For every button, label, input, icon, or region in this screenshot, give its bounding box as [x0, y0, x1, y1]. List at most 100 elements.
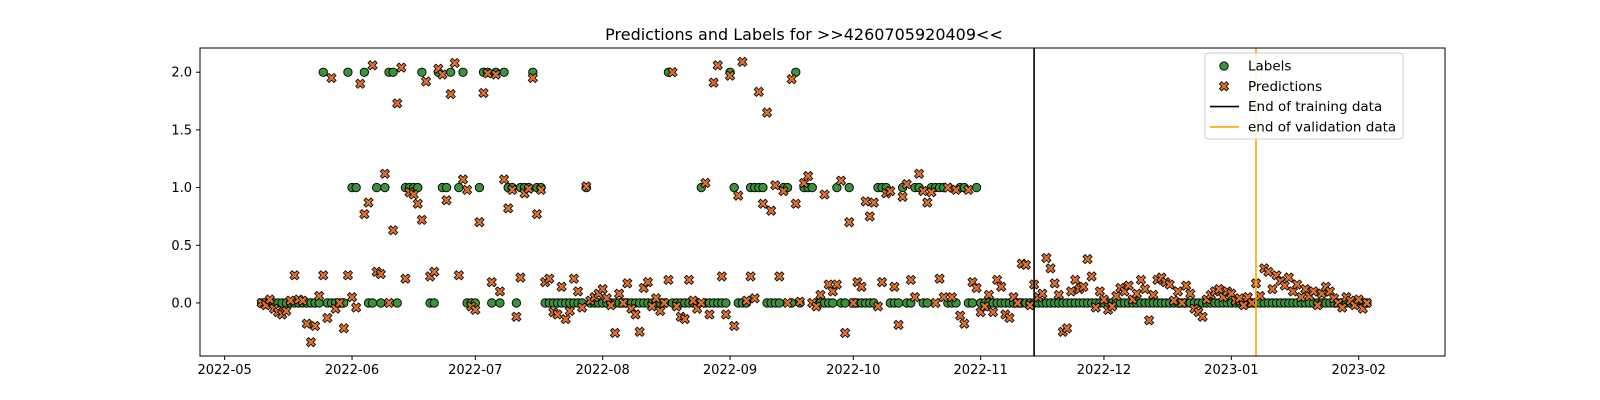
prediction-point: [503, 203, 514, 214]
prediction-point: [860, 196, 871, 207]
label-point: [367, 298, 378, 308]
prediction-point: [346, 292, 358, 303]
prediction-point: [1090, 302, 1101, 313]
label-point: [376, 298, 386, 308]
prediction-point: [786, 73, 797, 85]
prediction-point: [1053, 289, 1064, 301]
prediction-point: [494, 286, 506, 297]
x-tick-label: 2022-11: [954, 363, 1008, 378]
prediction-point: [950, 184, 962, 196]
prediction-point: [827, 286, 838, 297]
legend-box: [1204, 52, 1404, 140]
prediction-point: [922, 197, 933, 208]
prediction-point: [1135, 274, 1147, 286]
x-tick-label: 2022-07: [448, 363, 502, 378]
prediction-point: [618, 297, 629, 309]
plot-area: [256, 56, 1373, 348]
x-tick-label: 2022-06: [325, 363, 379, 378]
x-tick-label: 2022-10: [826, 363, 880, 378]
prediction-point: [815, 289, 826, 301]
prediction-point: [671, 301, 682, 312]
prediction-point: [856, 281, 867, 292]
prediction-point: [630, 309, 641, 320]
prediction-point: [802, 170, 814, 182]
prediction-point: [1197, 311, 1208, 322]
prediction-point: [712, 60, 723, 71]
prediction-point: [576, 302, 588, 313]
prediction-point: [482, 68, 493, 79]
prediction-point: [774, 271, 785, 282]
prediction-point: [659, 297, 670, 309]
prediction-point: [334, 297, 345, 309]
prediction-point: [1148, 289, 1159, 301]
prediction-point: [322, 312, 333, 324]
prediction-point: [297, 295, 308, 306]
prediction-point: [889, 281, 900, 292]
prediction-point: [683, 274, 695, 286]
legend-validation-end: end of validation data: [1210, 120, 1396, 136]
legend-predictions: Predictions: [1218, 79, 1322, 95]
prediction-point: [667, 67, 678, 78]
prediction-point: [474, 217, 485, 228]
prediction-point: [679, 313, 691, 325]
prediction-point: [367, 60, 378, 71]
prediction-point: [1086, 271, 1097, 282]
prediction-point: [338, 323, 349, 334]
y-tick-label: 1.5: [171, 123, 192, 138]
prediction-point: [383, 297, 395, 309]
prediction-point: [527, 72, 538, 84]
prediction-point: [634, 326, 645, 337]
prediction-point: [350, 302, 362, 313]
label-point: [758, 182, 768, 193]
y-tick-label: 2.0: [171, 66, 192, 81]
prediction-point: [1139, 283, 1151, 295]
prediction-point: [831, 279, 843, 290]
label-point: [511, 298, 522, 308]
prediction-point: [1004, 312, 1015, 324]
prediction-point: [486, 277, 497, 288]
prediction-point: [613, 288, 625, 299]
prediction-point: [1254, 290, 1266, 302]
label-point: [807, 182, 817, 193]
label-point: [380, 182, 390, 193]
prediction-point: [823, 279, 834, 290]
prediction-point: [568, 273, 580, 284]
x-tick-label: 2023-02: [1332, 363, 1386, 378]
prediction-point: [301, 318, 312, 329]
prediction-point: [650, 293, 662, 304]
prediction-point: [844, 217, 855, 228]
prediction-point: [609, 327, 621, 339]
prediction-point: [765, 205, 777, 216]
x-tick-label: 2022-12: [1077, 363, 1131, 378]
plot-frame: [199, 47, 1446, 357]
x-axis: 2022-05 2022-06 2022-07 2022-08 2022-09 2022-…: [197, 356, 1386, 378]
prediction-point: [1045, 263, 1056, 274]
prediction-point: [971, 282, 982, 294]
prediction-point: [839, 327, 851, 339]
prediction-point: [441, 195, 452, 206]
y-tick-label: 0.0: [171, 296, 192, 311]
prediction-point: [728, 320, 740, 332]
prediction-point: [1185, 288, 1196, 299]
legend-label: Predictions: [1248, 79, 1322, 95]
label-point: [388, 67, 398, 77]
label-point: [343, 67, 353, 77]
prediction-point: [761, 107, 773, 118]
prediction-point: [876, 277, 888, 288]
prediction-point: [408, 189, 419, 200]
prediction-point: [1308, 286, 1319, 297]
label-point: [351, 182, 361, 193]
prediction-point: [934, 273, 945, 284]
prediction-point: [1078, 281, 1089, 292]
prediction-point: [400, 273, 411, 284]
legend-label: End of training data: [1248, 99, 1382, 115]
prediction-point: [461, 184, 473, 196]
prediction-point: [564, 305, 575, 317]
prediction-point: [281, 305, 292, 317]
prediction-point: [412, 198, 423, 209]
x-tick-label: 2022-09: [703, 363, 757, 378]
prediction-point: [342, 270, 354, 281]
prediction-point: [1291, 279, 1303, 290]
prediction-point: [1123, 280, 1134, 291]
